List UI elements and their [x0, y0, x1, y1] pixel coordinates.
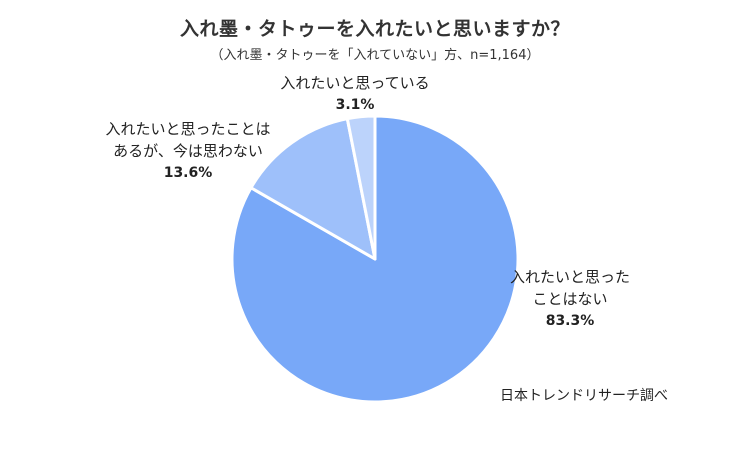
pie-slice-not-now [249, 117, 377, 261]
slice-value-not-now: 13.6% [163, 165, 213, 181]
slice-label-never-line2: ことはない [532, 290, 608, 308]
slice-label-never-line1: 入れたいと思った [509, 268, 630, 286]
slice-value-never: 83.3% [545, 313, 595, 329]
pie-slice-want [345, 114, 377, 261]
slice-label-want-line1: 入れたいと思っている [280, 74, 430, 92]
source-note: 日本トレンドリサーチ調べ [500, 388, 668, 404]
slice-label-not-now: 入れたいと思ったことは あるが、今は思わない 13.6% [88, 118, 288, 184]
slice-label-want: 入れたいと思っている 3.1% [265, 72, 445, 116]
slice-label-never: 入れたいと思った ことはない 83.3% [505, 266, 635, 332]
slice-value-want: 3.1% [335, 97, 375, 113]
chart-title: 入れ墨・タトゥーを入れたいと思いますか？ [179, 18, 570, 40]
slice-label-not-now-line2: あるが、今は思わない [113, 142, 263, 160]
chart-subtitle: （入れ墨・タトゥーを「入れていない」方、n=1,164） [210, 48, 540, 63]
slice-label-not-now-line1: 入れたいと思ったことは [105, 120, 271, 138]
